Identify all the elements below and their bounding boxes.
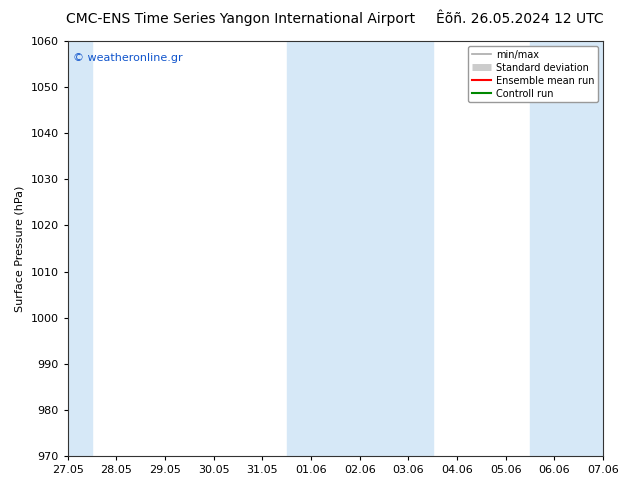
Bar [530, 41, 628, 456]
Legend: min/max, Standard deviation, Ensemble mean run, Controll run: min/max, Standard deviation, Ensemble me… [468, 46, 598, 102]
Text: © weatheronline.gr: © weatheronline.gr [73, 53, 183, 64]
Y-axis label: Surface Pressure (hPa): Surface Pressure (hPa) [15, 185, 25, 312]
Text: CMC-ENS Time Series Yangon International Airport: CMC-ENS Time Series Yangon International… [67, 12, 415, 26]
Text: Êõñ. 26.05.2024 12 UTC: Êõñ. 26.05.2024 12 UTC [436, 12, 604, 26]
Bar [43, 41, 92, 456]
Bar [287, 41, 433, 456]
